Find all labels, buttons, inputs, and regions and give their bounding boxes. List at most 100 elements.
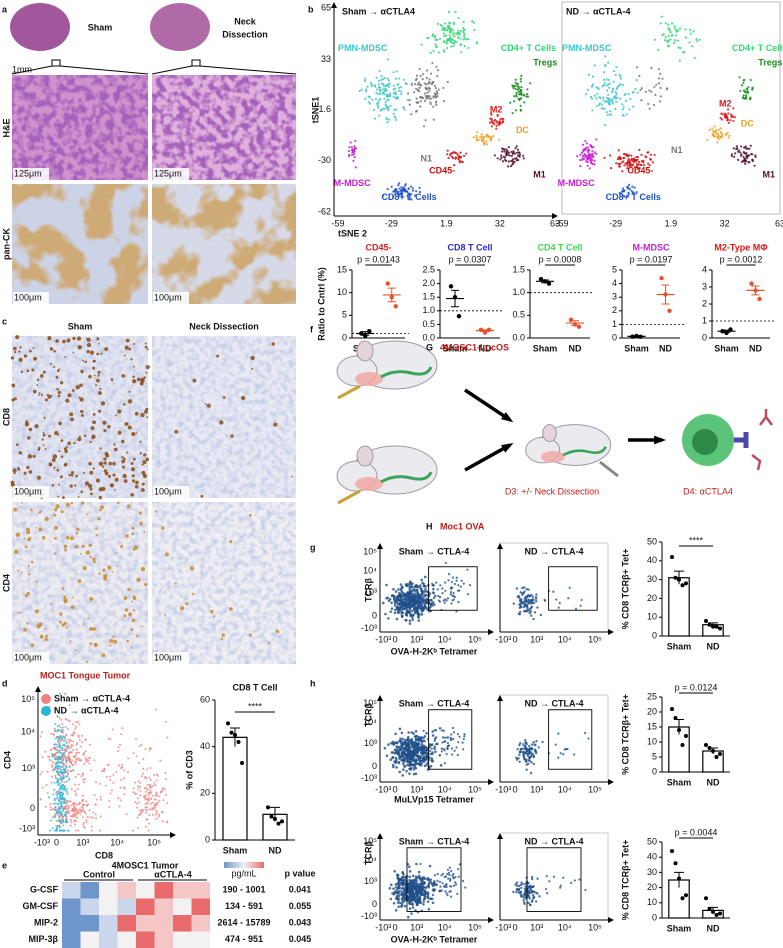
event-dot [158,795,161,798]
stained-cell [97,391,102,395]
stained-cell [27,565,30,568]
scale-bar-label: 125μm [14,168,42,178]
cell-dot [732,119,735,122]
event-dot [64,765,67,768]
stained-cell [144,582,148,587]
event-dot [90,769,93,772]
event-dot [450,870,453,873]
cell-dot [633,157,636,160]
cell-dot [597,87,600,90]
cell-dot [635,191,638,194]
event-dot [148,784,151,787]
stained-cell [61,587,65,590]
event-dot [58,811,61,814]
event-dot [393,890,397,894]
cell-dot [482,139,485,143]
event-dot [55,765,58,768]
cell-dot [664,36,667,39]
stained-cell [42,433,46,437]
event-dot [441,587,444,590]
event-dot [523,901,526,904]
cell-dot [407,198,410,201]
event-dot [73,820,76,823]
cell-dot [378,114,381,117]
event-dot [145,768,148,771]
cell-dot [627,192,630,195]
cell-dot [478,136,482,139]
event-dot [51,816,54,819]
cell-dot [586,146,590,149]
event-dot [64,814,67,817]
cell-dot [375,88,379,91]
cell-dot [451,151,454,155]
heatmap-cell [80,915,99,932]
event-dot [580,598,583,602]
event-dot [412,594,416,598]
event-dot [532,617,535,621]
stained-cell [83,434,87,437]
event-dot [396,887,400,890]
event-dot [528,890,531,894]
event-dot [420,589,423,592]
event-dot [58,724,61,727]
event-dot [521,586,524,590]
cell-dot [512,87,515,90]
stained-cell [60,475,63,479]
data-point [266,805,270,810]
stained-cell [123,596,128,600]
cell-dot [384,88,387,91]
event-dot [414,737,418,741]
event-dot [75,725,78,728]
y-tick-label: 10 [647,736,657,746]
event-dot [416,613,420,616]
cell-dot [518,97,521,100]
event-dot [425,748,429,752]
event-dot [420,593,423,596]
event-dot [154,708,157,711]
cell-dot [615,65,618,69]
stained-cell [85,550,91,555]
cell-dot [501,117,504,120]
event-dot [70,821,73,824]
event-dot [587,737,590,740]
event-dot [396,598,399,602]
y-tick-label: 10⁵ [363,698,377,708]
stained-cell [57,495,60,498]
event-dot [149,786,152,789]
data-point [749,281,754,286]
event-dot [417,870,421,874]
event-dot [400,731,404,735]
cell-dot [745,154,748,158]
axis-arrow [377,543,383,549]
event-dot [417,600,421,603]
event-dot [156,801,159,804]
event-dot [403,748,407,751]
event-dot [400,605,403,609]
event-dot [420,747,424,750]
event-dot [112,773,115,776]
event-dot [445,892,448,895]
event-dot [555,598,558,601]
cell-dot [515,91,518,94]
event-dot [558,601,561,605]
cell-dot [681,51,685,54]
event-dot [150,797,153,800]
stained-cell [95,384,97,387]
cell-dot [423,82,426,85]
x-tick-label: 1.9 [440,218,453,228]
event-dot [111,728,114,731]
cell-dot [653,153,656,157]
event-dot [151,813,154,816]
x-tick-label: ND [749,343,762,353]
event-dot [155,817,158,820]
overview-section [150,3,210,51]
stained-cell [130,646,133,649]
event-dot [443,762,446,765]
event-dot [523,602,526,606]
range-label: 474 - 951 [225,934,263,944]
panel-letter: h [310,678,316,688]
cell-dot [394,193,397,196]
event-dot [392,763,395,767]
gate [548,709,593,770]
event-dot [145,811,148,814]
